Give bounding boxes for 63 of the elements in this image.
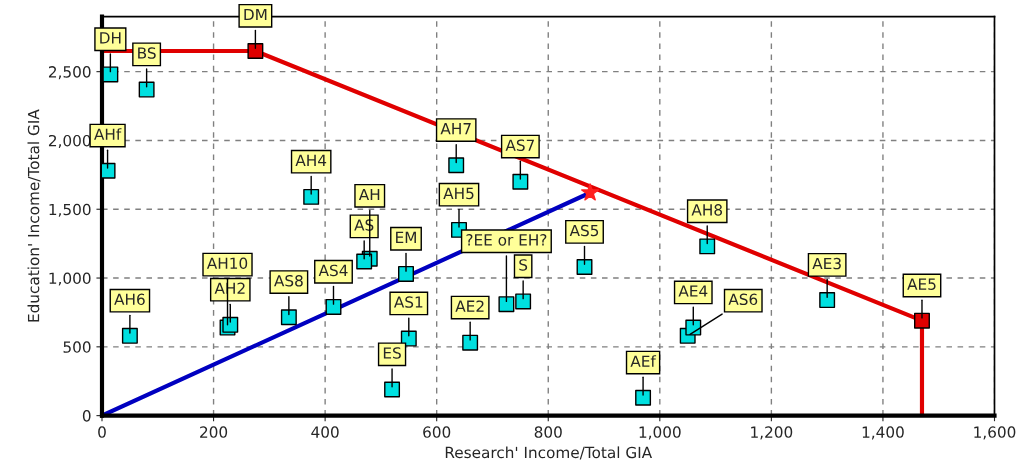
point: [303, 188, 320, 205]
y-tick-label: 500: [63, 341, 91, 353]
y-tick-label: 2,500: [48, 66, 91, 80]
annotation: AEf: [630, 355, 657, 367]
annotation: S: [519, 259, 528, 271]
point: [448, 157, 465, 174]
annotation: AH10: [206, 257, 248, 270]
point: [325, 298, 342, 315]
point: [515, 293, 532, 310]
x-tick-label: 800: [534, 426, 562, 438]
annotation: AS1: [393, 296, 423, 308]
point: [121, 327, 138, 344]
point: [576, 259, 593, 276]
annotation: AH4: [295, 154, 327, 166]
y-tick-label: 1,500: [49, 203, 91, 217]
y-tick-label: 0: [82, 410, 91, 422]
x-tick-label: 0: [98, 426, 106, 438]
point: [398, 265, 414, 282]
annotation: AE4: [678, 285, 708, 297]
annotation: AE3: [812, 257, 841, 270]
point: [462, 334, 479, 351]
annotation: BS: [138, 47, 156, 59]
annotation: AS5: [569, 224, 599, 237]
annotation: AS7: [505, 139, 534, 151]
annotation: AH5: [443, 187, 474, 200]
point: [914, 312, 930, 329]
y-tick-label: 1,000: [49, 272, 91, 286]
y-axis-title: Education' Income/Total GIA: [27, 109, 41, 322]
point: [247, 43, 264, 59]
annotation: AS8: [274, 274, 303, 287]
x-tick-label: 200: [200, 426, 228, 438]
point: [280, 309, 297, 326]
point: [384, 381, 401, 398]
x-tick-label: 1,000: [639, 426, 681, 440]
point: [581, 183, 600, 201]
annotation: AHf: [94, 128, 122, 140]
annotation: AE5: [907, 278, 936, 290]
point: [498, 296, 515, 313]
annotation: AS4: [318, 264, 348, 277]
annotation: AH6: [114, 293, 145, 306]
x-tick-label: 1,200: [751, 426, 793, 440]
annotation: EM: [396, 231, 416, 243]
annotation: AH7: [440, 123, 471, 135]
point: [819, 292, 836, 309]
annotation: AH: [358, 188, 380, 201]
point: [699, 238, 716, 255]
x-axis-title: Research' Income/Total GIA: [445, 446, 653, 460]
point: [102, 66, 119, 83]
x-tick-label: 1,400: [862, 426, 904, 440]
annotation: ?EE or EH?: [466, 234, 547, 246]
point: [512, 173, 529, 190]
x-tick-label: 600: [423, 426, 451, 438]
annotation: ES: [383, 347, 401, 359]
annotation: AE2: [455, 300, 484, 312]
point: [356, 253, 373, 270]
annotation: DH: [100, 32, 121, 44]
x-tick-label: 1,600: [974, 426, 1016, 440]
x-tick-label: 400: [311, 426, 339, 438]
annotation: DM: [244, 8, 267, 21]
point: [138, 81, 155, 98]
annotation: AS6: [728, 293, 758, 306]
point: [635, 389, 652, 406]
annotation: AH8: [691, 204, 723, 216]
